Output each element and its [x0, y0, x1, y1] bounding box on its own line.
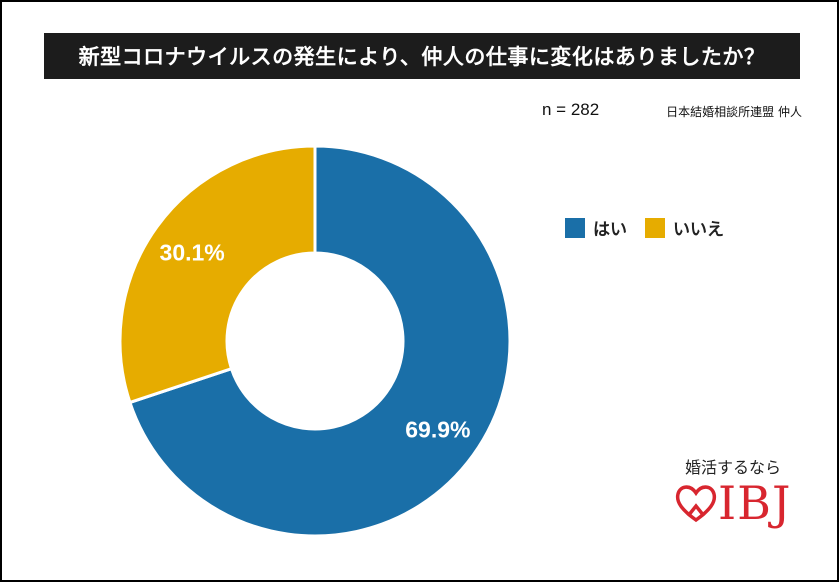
legend-swatch-yes — [565, 217, 585, 238]
heart-icon — [675, 485, 717, 523]
slice-no — [118, 144, 317, 405]
logo-tagline: 婚活するなら — [685, 458, 782, 477]
chart-legend: はい いいえ — [565, 215, 742, 240]
data-label-no: 30.1% — [160, 239, 225, 265]
legend-label-yes: はい — [593, 220, 627, 240]
data-label-yes: 69.9% — [405, 417, 470, 443]
legend-swatch-no — [645, 217, 665, 238]
legend-label-no: いいえ — [673, 220, 724, 240]
logo-brand: IBJ — [718, 476, 792, 530]
ibj-logo: 婚活するなら IBJ — [662, 454, 812, 544]
logo-mark: IBJ — [674, 480, 791, 526]
source-label: 日本結婚相談所連盟 仲人 — [666, 105, 802, 119]
sample-size: n = 282 — [542, 100, 600, 119]
slice-yes — [128, 144, 512, 538]
legend-item-no: いいえ — [645, 215, 724, 240]
legend-item-yes: はい — [565, 215, 627, 240]
chart-title: 新型コロナウイルスの発生により、仲人の仕事に変化はありましたか？ — [44, 33, 800, 79]
meta-row: n = 282 日本結婚相談所連盟 仲人 — [542, 100, 802, 120]
